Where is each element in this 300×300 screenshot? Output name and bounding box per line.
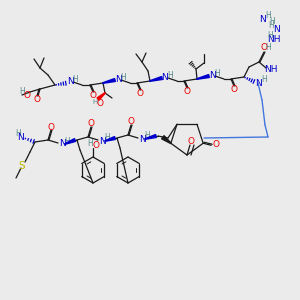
Text: H: H	[104, 134, 110, 142]
Text: N: N	[255, 79, 261, 88]
Text: O: O	[184, 86, 190, 95]
Text: O: O	[213, 140, 220, 149]
Polygon shape	[103, 79, 116, 83]
Text: H: H	[267, 31, 273, 40]
Text: N: N	[208, 71, 215, 80]
Text: H: H	[87, 140, 93, 148]
Text: NH: NH	[267, 34, 281, 43]
Text: O: O	[89, 91, 97, 100]
Text: O: O	[88, 119, 94, 128]
Text: H: H	[72, 74, 78, 83]
Text: NH: NH	[264, 64, 278, 74]
Text: O: O	[188, 136, 194, 146]
Text: H: H	[265, 43, 271, 52]
Text: O: O	[23, 92, 31, 100]
Text: H: H	[214, 68, 220, 77]
Text: O: O	[230, 85, 238, 94]
Text: H: H	[265, 11, 271, 20]
Text: O: O	[136, 88, 143, 98]
Text: O: O	[128, 118, 134, 127]
Text: N: N	[67, 77, 73, 86]
Text: H: H	[120, 73, 126, 82]
Text: N: N	[259, 16, 266, 25]
Text: H: H	[64, 136, 70, 146]
Polygon shape	[97, 93, 105, 100]
Polygon shape	[105, 136, 116, 141]
Polygon shape	[145, 135, 156, 139]
Text: N: N	[58, 140, 65, 148]
Text: H: H	[15, 130, 21, 139]
Polygon shape	[65, 139, 76, 144]
Polygon shape	[197, 74, 209, 79]
Text: O: O	[260, 44, 268, 52]
Text: O: O	[92, 142, 100, 151]
Text: N: N	[115, 76, 122, 85]
Text: O: O	[97, 98, 104, 107]
Text: N: N	[162, 74, 168, 82]
Text: O: O	[47, 122, 55, 131]
Text: N: N	[18, 134, 24, 142]
Text: H: H	[144, 131, 150, 140]
Text: H: H	[261, 76, 267, 85]
Text: H: H	[268, 20, 274, 29]
Text: N: N	[99, 136, 105, 146]
Text: N: N	[139, 134, 145, 143]
Text: S: S	[19, 161, 25, 171]
Text: N: N	[273, 26, 279, 34]
Polygon shape	[150, 76, 162, 81]
Text: H: H	[167, 70, 173, 80]
Text: H: H	[19, 86, 25, 95]
Polygon shape	[162, 136, 171, 143]
Text: H: H	[92, 99, 98, 105]
Text: O: O	[34, 94, 40, 103]
Text: H: H	[269, 16, 275, 26]
